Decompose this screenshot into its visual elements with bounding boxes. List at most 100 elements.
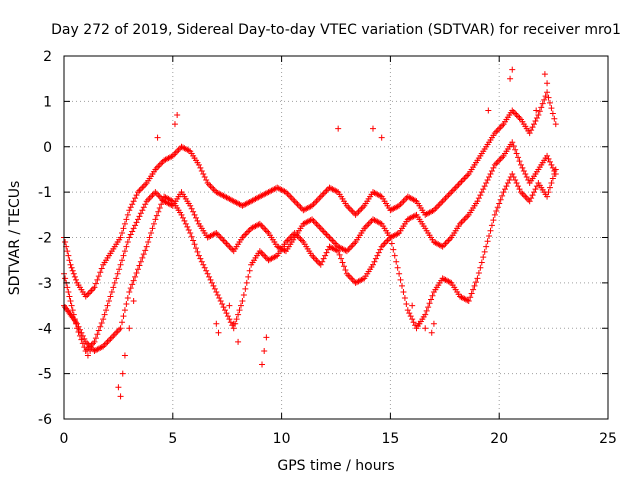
data-point-1 bbox=[519, 164, 526, 171]
data-point-2 bbox=[298, 237, 305, 244]
data-point-2 bbox=[105, 337, 112, 344]
data-point-1 bbox=[545, 155, 552, 162]
data-point-0 bbox=[65, 252, 72, 259]
data-point-1 bbox=[487, 170, 494, 177]
data-point-0 bbox=[539, 100, 546, 107]
data-point-0 bbox=[536, 108, 543, 115]
data-point-2 bbox=[284, 237, 291, 244]
data-point-1 bbox=[483, 180, 490, 187]
data-point-2 bbox=[500, 189, 507, 196]
data-point-0 bbox=[549, 110, 556, 117]
data-point-1 bbox=[477, 192, 484, 199]
data-point-2 bbox=[117, 325, 124, 332]
data-point-1 bbox=[114, 270, 121, 277]
data-point-2 bbox=[446, 279, 453, 286]
data-point-2 bbox=[294, 232, 301, 239]
data-point-2 bbox=[313, 257, 320, 264]
data-point-1 bbox=[69, 307, 76, 314]
data-point-0 bbox=[322, 189, 329, 196]
data-point-0 bbox=[91, 284, 98, 291]
data-point-0 bbox=[546, 99, 553, 106]
data-point-2 bbox=[399, 282, 406, 289]
data-point-2 bbox=[133, 270, 140, 277]
data-point-0 bbox=[208, 184, 215, 191]
data-point-1 bbox=[133, 219, 140, 226]
data-point-3 bbox=[115, 384, 122, 391]
data-point-1 bbox=[137, 210, 144, 217]
data-point-1 bbox=[132, 222, 139, 229]
data-point-2 bbox=[320, 255, 327, 262]
data-point-2 bbox=[493, 208, 500, 215]
data-point-3 bbox=[121, 352, 128, 359]
data-point-0 bbox=[313, 198, 320, 205]
data-point-4 bbox=[509, 66, 516, 73]
data-point-1 bbox=[510, 142, 517, 149]
data-point-0 bbox=[513, 111, 520, 118]
data-point-2 bbox=[127, 285, 134, 292]
data-point-0 bbox=[436, 201, 443, 208]
data-point-0 bbox=[97, 269, 104, 276]
data-point-2 bbox=[343, 270, 350, 277]
data-point-2 bbox=[516, 186, 523, 193]
data-point-0 bbox=[512, 110, 519, 117]
data-point-0 bbox=[90, 285, 97, 292]
data-point-0 bbox=[461, 175, 468, 182]
data-point-3 bbox=[230, 320, 237, 327]
data-point-2 bbox=[204, 270, 211, 277]
data-point-2 bbox=[513, 180, 520, 187]
data-point-0 bbox=[443, 193, 450, 200]
data-point-2 bbox=[243, 279, 250, 286]
data-point-1 bbox=[101, 311, 108, 318]
data-point-2 bbox=[412, 322, 419, 329]
data-point-0 bbox=[510, 108, 517, 115]
data-point-2 bbox=[338, 255, 345, 262]
data-point-0 bbox=[185, 147, 192, 154]
data-point-2 bbox=[156, 205, 163, 212]
data-point-0 bbox=[124, 211, 131, 218]
data-point-4 bbox=[378, 134, 385, 141]
data-point-1 bbox=[544, 152, 551, 159]
data-point-0 bbox=[314, 196, 321, 203]
data-point-2 bbox=[390, 246, 397, 253]
x-tick-label: 20 bbox=[490, 431, 508, 447]
data-point-2 bbox=[194, 248, 201, 255]
data-point-1 bbox=[258, 222, 265, 229]
data-point-1 bbox=[493, 160, 500, 167]
data-point-1 bbox=[475, 195, 482, 202]
data-point-3 bbox=[235, 338, 242, 345]
data-point-2 bbox=[74, 320, 81, 327]
data-point-1 bbox=[464, 213, 471, 220]
data-point-0 bbox=[445, 192, 452, 199]
data-point-2 bbox=[488, 222, 495, 229]
data-point-2 bbox=[484, 238, 491, 245]
data-point-1 bbox=[108, 288, 115, 295]
data-point-1 bbox=[332, 240, 339, 247]
data-point-0 bbox=[296, 202, 303, 209]
data-point-0 bbox=[439, 198, 446, 205]
data-point-0 bbox=[290, 196, 297, 203]
data-point-2 bbox=[121, 307, 128, 314]
data-point-2 bbox=[359, 276, 366, 283]
data-point-3 bbox=[126, 325, 133, 332]
data-point-1 bbox=[362, 223, 369, 230]
data-point-2 bbox=[464, 297, 471, 304]
data-point-2 bbox=[517, 189, 524, 196]
data-point-0 bbox=[68, 264, 75, 271]
data-point-2 bbox=[245, 273, 252, 280]
data-point-2 bbox=[333, 247, 340, 254]
data-point-2 bbox=[346, 273, 353, 280]
data-point-1 bbox=[313, 220, 320, 227]
data-point-0 bbox=[85, 290, 92, 297]
data-point-2 bbox=[317, 261, 324, 268]
data-point-2 bbox=[497, 196, 504, 203]
data-point-2 bbox=[223, 310, 230, 317]
data-point-2 bbox=[499, 192, 506, 199]
data-point-0 bbox=[532, 118, 539, 125]
data-point-2 bbox=[407, 313, 414, 320]
data-point-2 bbox=[423, 307, 430, 314]
data-point-1 bbox=[264, 228, 271, 235]
data-point-0 bbox=[142, 181, 149, 188]
data-point-2 bbox=[126, 288, 133, 295]
data-point-1 bbox=[123, 243, 130, 250]
data-point-1 bbox=[188, 205, 195, 212]
